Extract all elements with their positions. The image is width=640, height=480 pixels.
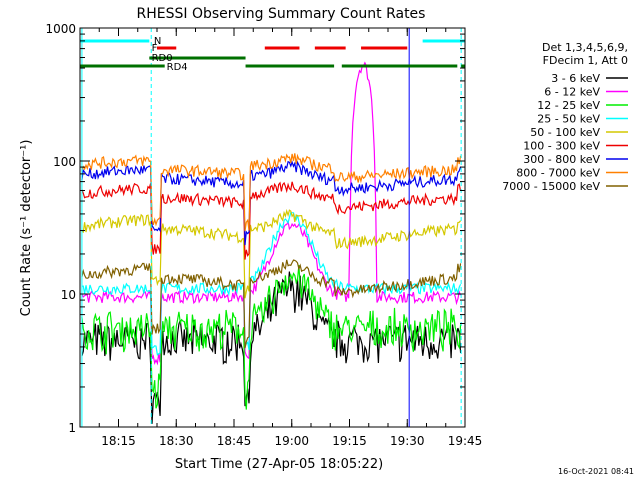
series-line (81, 153, 462, 232)
x-axis: 18:15 18:30 18:45 19:00 19:15 19:30 19:45 (79, 28, 483, 448)
y-tick-label: 10 (61, 288, 76, 302)
legend-entry-label: 25 - 50 keV (537, 113, 600, 126)
legend-entry-label: 3 - 6 keV (551, 72, 600, 85)
legend-entry-label: 50 - 100 keV (530, 126, 600, 139)
plot-frame (79, 27, 466, 428)
y-tick-label: 100 (53, 155, 76, 169)
chart-title: RHESSI Observing Summary Count Rates (137, 6, 426, 22)
x-tick-label: 19:45 (448, 434, 483, 448)
legend: Det 1,3,4,5,6,9, FDecim 1, Att 0 3 - 6 k… (502, 41, 628, 193)
series-line (81, 211, 462, 356)
y-axis-label: Count Rate (s⁻¹ detector⁻¹) (19, 140, 34, 317)
x-tick-label: 19:00 (274, 434, 309, 448)
flag-label: N (154, 36, 161, 47)
x-tick-label: 18:30 (159, 434, 194, 448)
legend-entry-label: 100 - 300 keV (523, 140, 600, 153)
series-line (81, 61, 462, 366)
series-line (81, 181, 462, 260)
flag-label: RD4 (167, 62, 188, 73)
y-axis: 1 10 100 1000 (45, 22, 465, 435)
y-tick-label: 1000 (45, 22, 76, 36)
series-line (81, 259, 462, 349)
x-tick-label: 19:15 (332, 434, 367, 448)
legend-entry-label: 800 - 7000 keV (516, 167, 600, 180)
x-axis-label: Start Time (27-Apr-05 18:05:22) (175, 457, 383, 472)
series-line (81, 208, 462, 299)
legend-entry-label: 6 - 12 keV (544, 86, 600, 99)
legend-entry-label: 300 - 800 keV (523, 153, 600, 166)
legend-entry-label: 7000 - 15000 keV (502, 180, 600, 193)
legend-entry-label: 12 - 25 keV (537, 99, 600, 112)
series-line (81, 265, 462, 410)
x-tick-label: 18:45 (217, 434, 252, 448)
x-tick-label: 19:30 (390, 434, 425, 448)
flag-label: F (152, 43, 158, 54)
plot-series (81, 61, 462, 424)
legend-header-line-2: FDecim 1, Att 0 (543, 54, 628, 67)
legend-header-line-1: Det 1,3,4,5,6,9, (542, 41, 628, 54)
flag-label: RD0 (152, 53, 173, 64)
x-tick-label: 18:15 (101, 434, 136, 448)
y-tick-label: 1 (68, 421, 76, 435)
footer-timestamp: 16-Oct-2021 08:41 (558, 467, 634, 476)
series-line (81, 160, 462, 246)
